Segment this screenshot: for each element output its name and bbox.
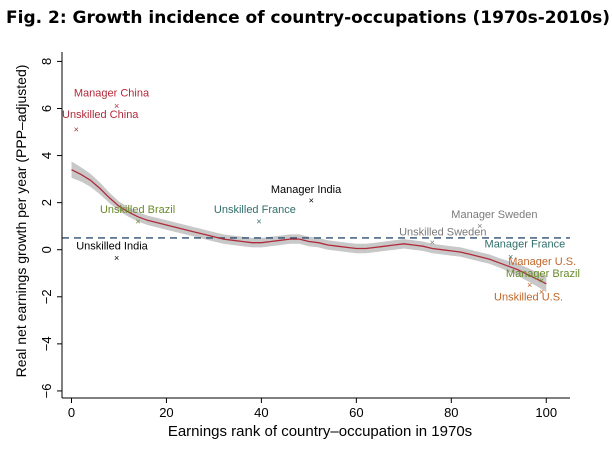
x-tick-label: 100 [535, 405, 557, 420]
y-tick-label: 2 [39, 199, 54, 206]
annotation-marker: × [114, 101, 119, 111]
axes: 0 20 40 60 80 100 −6 −4 −2 0 2 4 6 8 [39, 52, 570, 420]
annotation-label: Manager Brazil [506, 268, 580, 280]
annotation-marker: × [430, 238, 435, 248]
annotation-label: Manager U.S. [508, 256, 576, 268]
y-tick-label: −4 [39, 336, 54, 351]
annotation-label: Unskilled China [62, 109, 139, 121]
annotation-marker: × [309, 195, 314, 205]
annotation-label: Unskilled U.S. [494, 291, 563, 303]
y-tick-label: 4 [39, 152, 54, 159]
annotation-marker: × [539, 287, 544, 297]
smooth-line [71, 169, 547, 285]
annotation-label: Manager China [74, 88, 150, 100]
annotation-marker: × [539, 275, 544, 285]
annotation-label: Unskilled Sweden [399, 227, 486, 239]
confidence-band [71, 161, 547, 293]
x-tick-label: 0 [68, 405, 75, 420]
y-tick-label: 0 [39, 246, 54, 253]
annotation-marker: × [527, 280, 532, 290]
x-tick-label: 60 [349, 405, 363, 420]
annotation-marker: × [135, 216, 140, 226]
x-tick-label: 40 [254, 405, 268, 420]
smooth-line-layer [71, 169, 547, 285]
y-tick-label: 6 [39, 105, 54, 112]
x-tick-label: 20 [159, 405, 173, 420]
annotation-label: Unskilled France [214, 204, 296, 216]
x-tick-label: 80 [444, 405, 458, 420]
x-axis-label: Earnings rank of country–occupation in 1… [168, 423, 472, 440]
annotation-label: Manager India [271, 184, 342, 196]
annotation-label: Manager Sweden [451, 209, 537, 221]
annotation-marker: × [508, 252, 513, 262]
annotation-label: Manager France [485, 238, 566, 250]
y-tick-label: −2 [39, 289, 54, 304]
smooth-band [71, 161, 547, 293]
figure-title: Fig. 2: Growth incidence of country-occu… [6, 8, 610, 28]
annotation-marker: × [114, 253, 119, 263]
annotation-marker: × [256, 216, 261, 226]
annotations: ×Manager China×Unskilled China×Manager I… [62, 88, 580, 304]
annotation-label: Unskilled Brazil [100, 204, 175, 216]
annotation-label: Unskilled India [76, 241, 148, 253]
annotation-marker: × [477, 221, 482, 231]
y-axis-label: Real net earnings growth per year (PPP–a… [13, 65, 29, 378]
y-tick-label: −6 [39, 384, 54, 399]
y-tick-label: 8 [39, 58, 54, 65]
annotation-marker: × [74, 125, 79, 135]
